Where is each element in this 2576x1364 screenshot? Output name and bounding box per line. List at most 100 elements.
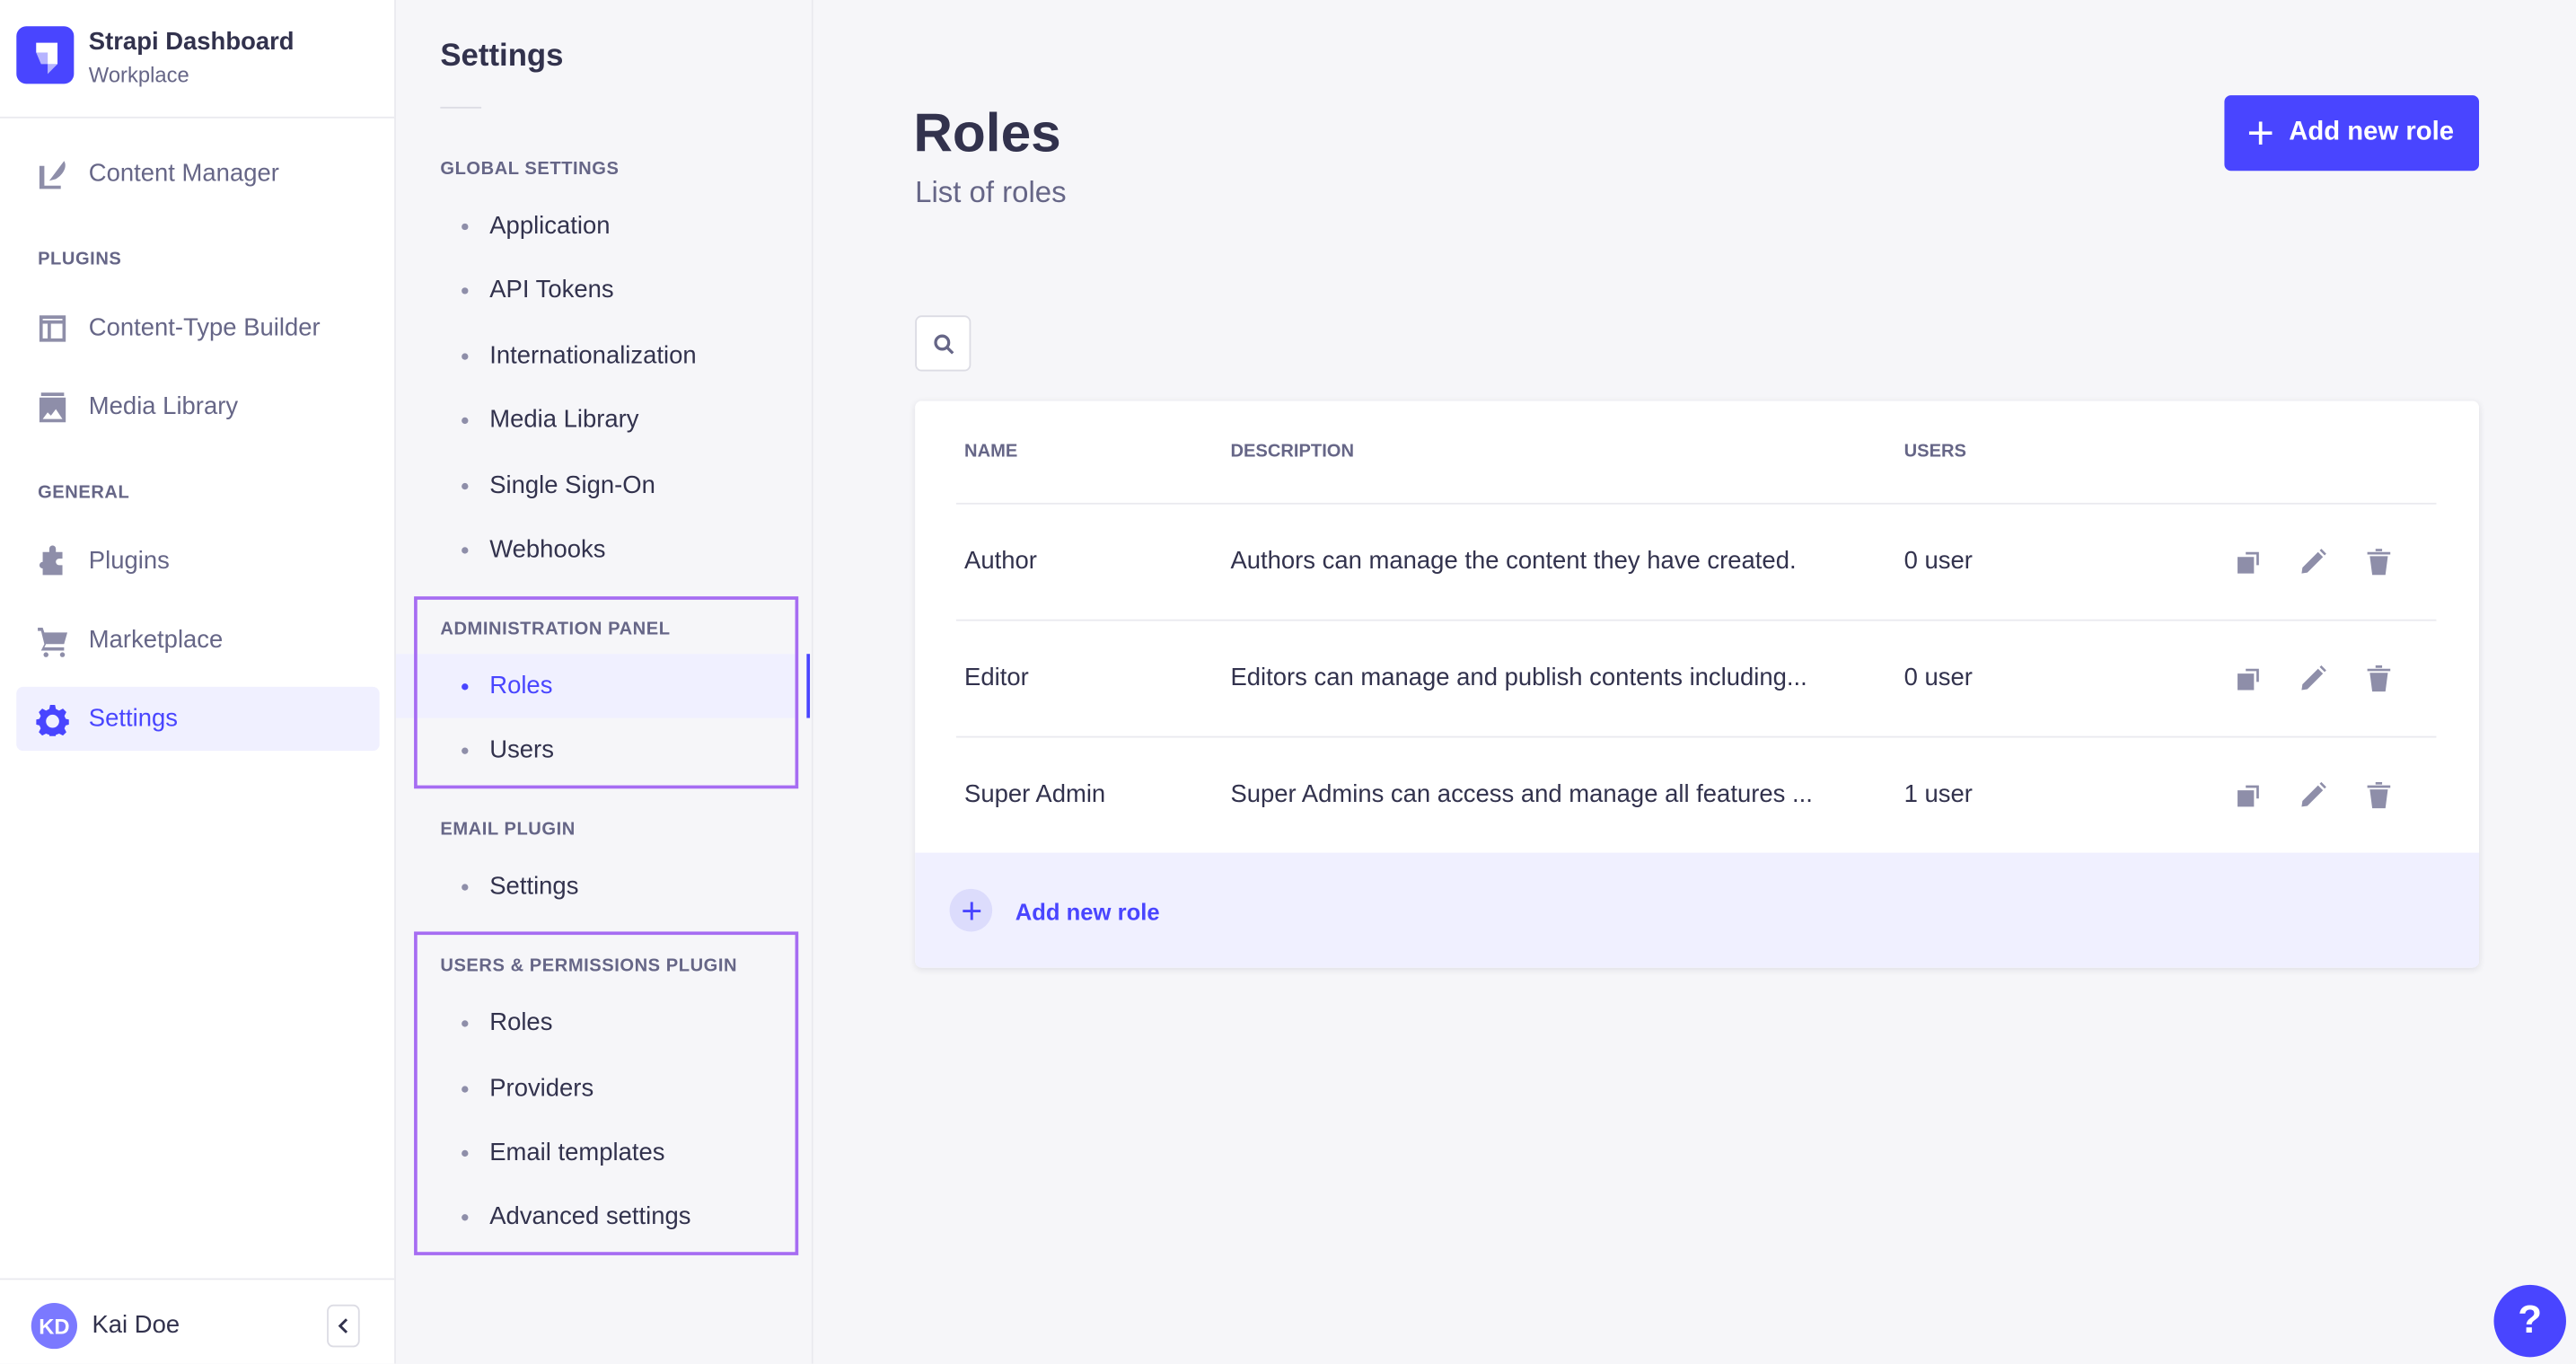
gear-icon [36, 704, 69, 735]
role-description: Super Admins can access and manage all f… [1230, 780, 1813, 809]
pencil-icon[interactable] [2300, 665, 2326, 691]
feather-icon [39, 160, 66, 189]
table-row[interactable]: Editor Editors can manage and publish co… [915, 621, 2479, 736]
divider [440, 106, 482, 109]
image-icon [39, 392, 66, 422]
section-email-plugin: EMAIL PLUGIN [440, 820, 576, 840]
plus-circle-icon [949, 888, 993, 932]
role-users: 0 user [1903, 547, 1973, 576]
item-label: API Tokens [489, 276, 614, 304]
item-label: Roles [489, 1008, 553, 1037]
roles-table: NAME DESCRIPTION USERS Author Authors ca… [915, 400, 2480, 968]
add-role-footer[interactable]: Add new role [915, 852, 2480, 968]
brand-title: Strapi Dashboard [88, 28, 295, 57]
trash-icon[interactable] [2366, 781, 2392, 809]
section-global-settings: GLOBAL SETTINGS [440, 159, 620, 180]
subnav-item-up-roles[interactable]: Roles [396, 990, 796, 1054]
role-description: Authors can manage the content they have… [1230, 547, 1797, 576]
pencil-icon[interactable] [2300, 781, 2326, 808]
nav-label: Media Library [88, 392, 239, 421]
button-label: Add new role [2289, 118, 2455, 146]
collapse-nav-button[interactable] [327, 1304, 360, 1348]
subnav-item-media-library[interactable]: Media Library [396, 388, 796, 452]
subnav-item-email-settings[interactable]: Settings [396, 854, 796, 918]
item-label: Media Library [489, 405, 639, 435]
role-description: Editors can manage and publish contents … [1230, 664, 1807, 692]
role-name: Author [964, 547, 1037, 576]
active-indicator [806, 654, 811, 718]
pencil-icon[interactable] [2300, 549, 2326, 575]
nav-settings[interactable]: Settings [16, 686, 380, 752]
item-label: Single Sign-On [489, 471, 655, 500]
item-label: Internationalization [489, 341, 697, 370]
nav-plugins[interactable]: Plugins [16, 529, 379, 593]
settings-subnav: Settings GLOBAL SETTINGS Application API… [395, 0, 813, 1364]
subnav-item-admin-users[interactable]: Users [396, 718, 796, 782]
duplicate-icon[interactable] [2236, 782, 2262, 808]
chevron-left-icon [338, 1318, 348, 1333]
nav-content-manager[interactable]: Content Manager [16, 141, 379, 205]
column-header-users: USERS [1903, 442, 1966, 462]
row-divider [955, 735, 2437, 738]
item-label: Roles [489, 672, 553, 700]
trash-icon[interactable] [2366, 549, 2392, 576]
subnav-item-email-templates[interactable]: Email templates [396, 1121, 796, 1184]
role-users: 1 user [1903, 780, 1973, 809]
add-new-role-button[interactable]: Add new role [2224, 95, 2480, 172]
item-label: Advanced settings [489, 1202, 691, 1231]
role-name: Editor [964, 664, 1029, 692]
column-header-name: NAME [964, 442, 1018, 462]
nav-label: Content-Type Builder [88, 313, 321, 342]
duplicate-icon[interactable] [2236, 665, 2262, 691]
divider [0, 1278, 395, 1280]
subnav-item-internationalization[interactable]: Internationalization [396, 323, 796, 387]
item-label: Webhooks [489, 535, 606, 564]
nav-label: Settings [88, 704, 178, 734]
strapi-logo [16, 26, 75, 84]
table-row[interactable]: Author Authors can manage the content th… [915, 505, 2479, 620]
plus-icon [2249, 121, 2273, 145]
highlight-box-users-permissions [414, 931, 799, 1255]
section-administration-panel: ADMINISTRATION PANEL [440, 619, 671, 639]
row-divider [955, 619, 2437, 621]
item-label: Providers [489, 1074, 594, 1103]
subnav-item-advanced-settings[interactable]: Advanced settings [396, 1184, 796, 1248]
plugins-header: PLUGINS [38, 250, 122, 270]
page-subtitle: List of roles [915, 175, 1067, 209]
nav-label: Content Manager [88, 159, 279, 188]
nav-content-type-builder[interactable]: Content-Type Builder [16, 295, 379, 359]
cart-icon [38, 627, 68, 656]
brand-subtitle: Workplace [88, 62, 189, 87]
subnav-item-api-tokens[interactable]: API Tokens [396, 258, 796, 321]
general-header: GENERAL [38, 482, 130, 503]
column-header-description: DESCRIPTION [1230, 442, 1355, 462]
nav-marketplace[interactable]: Marketplace [16, 608, 379, 672]
table-row[interactable]: Super Admin Super Admins can access and … [915, 738, 2479, 853]
item-label: Users [489, 735, 554, 764]
subnav-item-single-sign-on[interactable]: Single Sign-On [396, 453, 796, 517]
row-divider [955, 502, 2437, 505]
duplicate-icon[interactable] [2236, 549, 2262, 575]
nav-label: Plugins [88, 547, 170, 576]
search-button[interactable] [915, 315, 971, 372]
highlight-box-admin [414, 596, 799, 789]
user-name: Kai Doe [92, 1311, 180, 1340]
item-label: Application [489, 212, 611, 241]
subnav-item-admin-roles[interactable]: Roles [395, 654, 796, 718]
role-name: Super Admin [964, 780, 1106, 809]
trash-icon[interactable] [2366, 665, 2392, 692]
main-nav: Strapi Dashboard Workplace Content Manag… [0, 0, 396, 1364]
avatar[interactable]: KD [31, 1302, 77, 1350]
role-users: 0 user [1903, 664, 1973, 692]
layout-icon [39, 314, 66, 341]
subnav-item-providers[interactable]: Providers [396, 1056, 796, 1120]
puzzle-icon [39, 544, 63, 575]
add-role-footer-label: Add new role [1015, 898, 1160, 926]
nav-media-library[interactable]: Media Library [16, 374, 379, 438]
subnav-item-application[interactable]: Application [396, 194, 796, 258]
brand-header: Strapi Dashboard Workplace [0, 0, 395, 119]
subnav-item-webhooks[interactable]: Webhooks [396, 517, 796, 581]
search-icon [933, 333, 954, 354]
help-button[interactable]: ? [2493, 1284, 2566, 1358]
item-label: Email templates [489, 1138, 665, 1167]
